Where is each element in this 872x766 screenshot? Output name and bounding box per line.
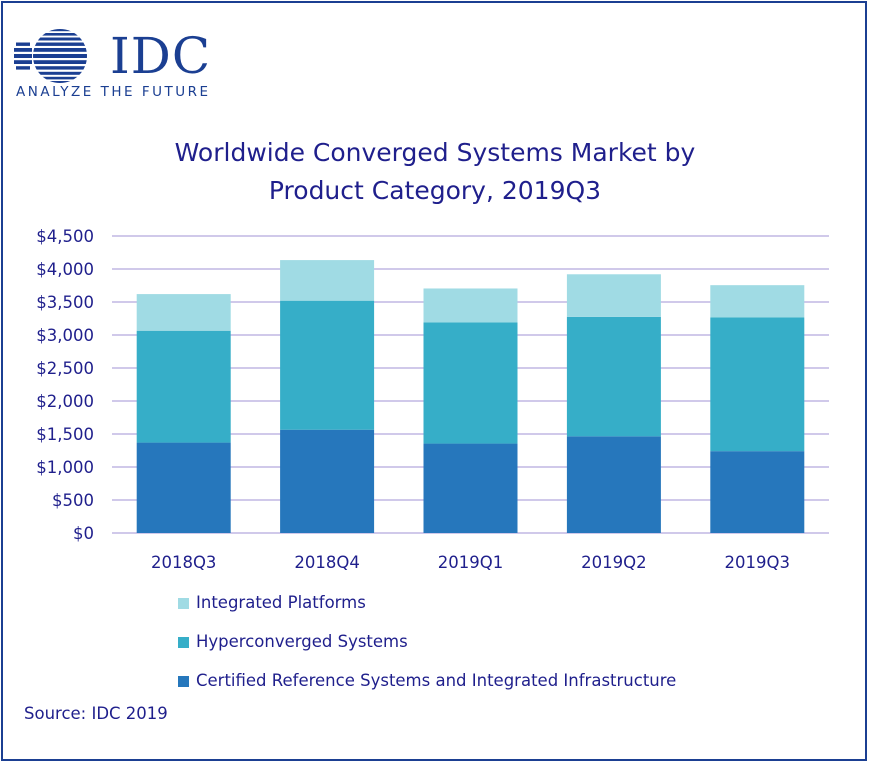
legend-swatch-hyperconverged-systems xyxy=(178,637,189,648)
x-tick-label: 2019Q3 xyxy=(725,553,790,572)
x-tick-label: 2018Q4 xyxy=(294,553,359,572)
x-tick-label: 2019Q1 xyxy=(438,553,503,572)
legend-label: Integrated Platforms xyxy=(196,593,366,612)
logo-tagline: ANALYZE THE FUTURE xyxy=(16,84,211,100)
y-tick-label: $4,000 xyxy=(36,260,94,279)
chart-bars xyxy=(136,260,805,533)
bar-integrated-platforms xyxy=(566,274,661,317)
source-note: Source: IDC 2019 xyxy=(24,704,168,723)
bar-hyperconverged-systems xyxy=(136,330,231,443)
y-tick-label: $1,000 xyxy=(36,458,94,477)
stacked-bar-chart: $0 $500 $1,000 $1,500 $2,000 $2,500 $3,000 $3,5… xyxy=(36,227,829,572)
chart-title-line-2: Product Category, 2019Q3 xyxy=(268,176,602,205)
y-tick-label: $500 xyxy=(52,491,94,510)
bar-hyperconverged-systems xyxy=(566,316,661,437)
legend-label: Certified Reference Systems and Integrat… xyxy=(196,671,677,690)
bar-certified-reference-systems-and-integrated-infrastructure xyxy=(423,443,518,533)
legend-swatch-integrated-platforms xyxy=(178,598,189,609)
bar-integrated-platforms xyxy=(280,260,375,301)
y-tick-label: $3,000 xyxy=(36,326,94,345)
bar-certified-reference-systems-and-integrated-infrastructure xyxy=(710,451,805,533)
globe-logo-icon xyxy=(14,29,87,83)
y-tick-label: $2,000 xyxy=(36,392,94,411)
legend-swatch-certified-reference-systems xyxy=(178,676,189,687)
bar-hyperconverged-systems xyxy=(423,322,518,444)
bar-certified-reference-systems-and-integrated-infrastructure xyxy=(280,429,375,533)
bar-integrated-platforms xyxy=(136,294,231,331)
chart-title: Worldwide Converged Systems Market by Pr… xyxy=(110,134,760,210)
idc-logo: IDC ANALYZE THE FUTURE xyxy=(14,26,224,106)
y-tick-label: $3,500 xyxy=(36,293,94,312)
y-tick-label: $0 xyxy=(73,524,94,543)
bar-hyperconverged-systems xyxy=(280,300,375,430)
bar-hyperconverged-systems xyxy=(710,317,805,452)
y-tick-label: $2,500 xyxy=(36,359,94,378)
legend-label: Hyperconverged Systems xyxy=(196,632,408,651)
logo-wordmark: IDC xyxy=(110,27,212,85)
x-tick-label: 2018Q3 xyxy=(151,553,216,572)
y-axis: $0 $500 $1,000 $1,500 $2,000 $2,500 $3,000 $3,5… xyxy=(36,227,94,543)
bar-integrated-platforms xyxy=(423,288,518,323)
bar-integrated-platforms xyxy=(710,285,805,318)
x-tick-label: 2019Q2 xyxy=(581,553,646,572)
y-tick-label: $4,500 xyxy=(36,227,94,246)
bar-certified-reference-systems-and-integrated-infrastructure xyxy=(566,436,661,533)
bar-certified-reference-systems-and-integrated-infrastructure xyxy=(136,442,231,533)
chart-title-line-1: Worldwide Converged Systems Market by xyxy=(174,138,696,167)
y-tick-label: $1,500 xyxy=(36,425,94,444)
x-axis: 2018Q3 2018Q4 2019Q1 2019Q2 2019Q3 xyxy=(151,553,790,572)
